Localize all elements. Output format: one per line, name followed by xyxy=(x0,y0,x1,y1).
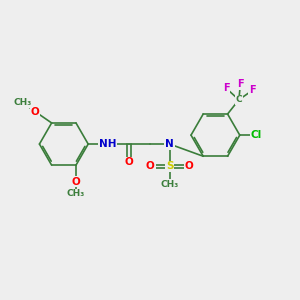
Text: O: O xyxy=(72,176,80,187)
Text: CH₃: CH₃ xyxy=(14,98,32,107)
Text: Cl: Cl xyxy=(250,130,262,140)
Text: NH: NH xyxy=(99,139,116,149)
Text: O: O xyxy=(124,158,133,167)
Text: S: S xyxy=(166,161,173,171)
Text: C: C xyxy=(236,95,242,104)
Text: O: O xyxy=(31,107,40,117)
Text: O: O xyxy=(184,161,193,171)
Text: CH₃: CH₃ xyxy=(160,180,179,189)
Text: F: F xyxy=(223,83,230,94)
Text: N: N xyxy=(165,139,174,149)
Text: F: F xyxy=(237,79,244,89)
Text: CH₃: CH₃ xyxy=(67,190,85,199)
Text: O: O xyxy=(146,161,155,171)
Text: F: F xyxy=(249,85,256,95)
